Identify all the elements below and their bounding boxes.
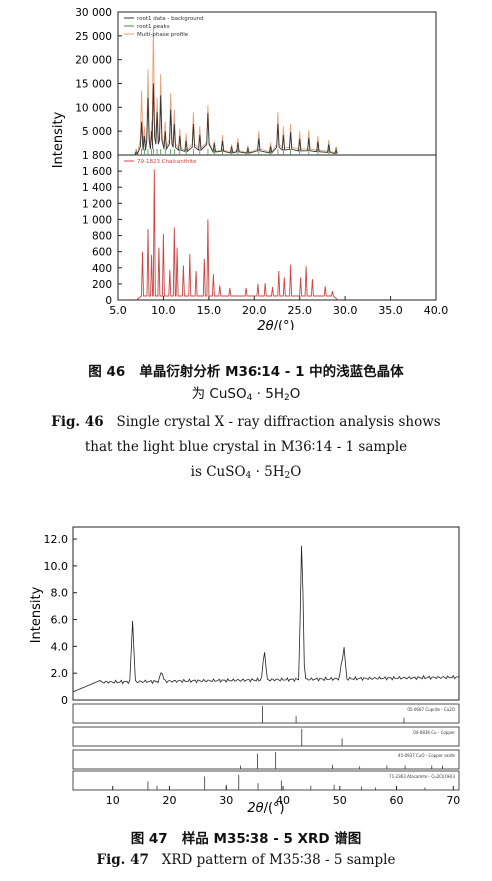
y-tick-label: 600	[92, 247, 112, 259]
fig47-ref-panel-4b	[72, 770, 460, 791]
x-tick-label: 30	[219, 794, 233, 807]
y-tick-label: 0	[61, 694, 68, 707]
reference-profile	[135, 169, 339, 301]
x-tick-label: 10	[106, 794, 120, 807]
y-tick-label: 200	[92, 279, 112, 291]
x-tick-label: 35.0	[378, 304, 403, 317]
x-tick-label: 10.0	[151, 304, 176, 317]
caption-number: Fig. 47	[96, 852, 149, 868]
x-tick-label: 25.0	[287, 304, 312, 317]
fig47-ref-panel-3	[72, 749, 460, 770]
x-tick-label: 40.0	[424, 304, 449, 317]
y-tick-label: 8.0	[51, 587, 69, 600]
fig46-xlabel: 2θ/(°)	[257, 319, 294, 330]
y-tick-label: 10.0	[44, 560, 69, 573]
y-tick-label: 1 400	[82, 182, 112, 194]
y-tick-label: 0	[105, 295, 112, 307]
fig46-bottom-panel	[117, 154, 437, 301]
caption-text: XRD pattern of M35∶38 - 5 sample	[161, 852, 396, 868]
fig46-legend: root1 data - background root1 peaks Mult…	[124, 16, 204, 38]
y-tick-label: 25 000	[75, 31, 112, 43]
ref-label: 05-0667 Cuprite - Cu2O	[407, 707, 455, 712]
fig47-ref-panel-1	[72, 703, 460, 724]
legend-item: Multi-phase profile	[137, 32, 189, 38]
fig47-main-panel	[72, 526, 460, 701]
x-tick-label: 5.0	[109, 304, 127, 317]
xrd-pattern-line	[72, 545, 460, 693]
caption-sub: 2	[284, 471, 291, 481]
ref-label: 71-2363 Atacamite - Cu2Cl(OH)3	[389, 774, 455, 779]
caption-number: 图 47	[130, 831, 168, 847]
y-tick-label: 15 000	[75, 79, 112, 91]
x-tick-label: 20.0	[242, 304, 267, 317]
x-tick-label: 60	[390, 794, 404, 807]
y-tick-label: 1 800	[82, 150, 112, 162]
fig46-ylabel: Intensity	[51, 111, 66, 168]
caption-text: Single crystal X - ray diffraction analy…	[116, 414, 441, 430]
caption-sub: 2	[283, 393, 290, 403]
fig46-caption-en-3: is CuSO4 · 5H2O	[0, 464, 492, 481]
caption-text: O	[290, 464, 302, 480]
fig46-caption-cn: 图 46 单晶衍射分析 M36∶14 - 1 中的浅蓝色晶体	[0, 360, 492, 380]
fig46-chart: Intensity 30 000 25 000 20 000 15 000 10 000…	[51, 7, 449, 330]
legend-item: root1 data - background	[137, 16, 204, 22]
caption-text: · 5H	[252, 386, 284, 402]
fig47-caption-en: Fig. 47 XRD pattern of M35∶38 - 5 sample	[0, 852, 492, 868]
y-tick-label: 20 000	[75, 55, 112, 67]
x-tick-label: 30.0	[333, 304, 358, 317]
caption-text: 单晶衍射分析 M36∶14 - 1 中的浅蓝色晶体	[139, 364, 404, 380]
y-tick-label: 1 000	[82, 214, 112, 226]
y-tick-label: 6.0	[51, 614, 69, 627]
caption-number: 图 46	[88, 364, 126, 380]
y-tick-label: 2.0	[51, 667, 69, 680]
y-tick-label: 1 200	[82, 198, 112, 210]
caption-text: 为 CuSO	[191, 386, 247, 402]
y-tick-label: 5 000	[82, 126, 112, 138]
y-tick-label: 800	[92, 231, 112, 243]
x-tick-label: 70	[446, 794, 460, 807]
fig47-xlabel: 2θ/(°)	[247, 801, 284, 815]
x-tick-label: 15.0	[197, 304, 222, 317]
caption-text: that the light blue crystal in M36∶14 - …	[84, 439, 408, 455]
ref-label: 04-0836 Cu - Copper	[413, 730, 455, 735]
fig47-ylabel: Intensity	[29, 586, 44, 643]
fig46-caption-en: Fig. 46 Single crystal X - ray diffracti…	[0, 414, 492, 430]
caption-sub: 4	[246, 393, 253, 403]
x-tick-label: 20	[163, 794, 177, 807]
caption-text: 样品 M35∶38 - 5 XRD 谱图	[181, 831, 362, 847]
y-tick-label: 4.0	[51, 640, 69, 653]
fig47-ref-panel-2	[72, 726, 460, 747]
y-tick-label: 1 600	[82, 166, 112, 178]
y-tick-label: 400	[92, 263, 112, 275]
series-line	[134, 83, 338, 156]
caption-text: is CuSO	[190, 464, 246, 480]
x-tick-label: 50	[333, 794, 347, 807]
fig47-chart: Intensity 12.0 10.0 8.0 6.0 4.0 2.0 0 05-0667 …	[29, 526, 460, 815]
y-tick-label: 12.0	[44, 533, 69, 546]
fig46-ref-legend: 79-1823 Chalcanthite	[124, 159, 197, 165]
y-tick-label: 30 000	[75, 7, 112, 19]
x-tick-label: 40	[276, 794, 290, 807]
y-tick-label: 10 000	[75, 102, 112, 114]
ref-label: 79-1823 Chalcanthite	[137, 159, 197, 165]
fig46-caption-en-2: that the light blue crystal in M36∶14 - …	[0, 439, 492, 455]
caption-text: O	[289, 386, 301, 402]
caption-number: Fig. 46	[51, 414, 104, 430]
caption-sub: 4	[245, 471, 252, 481]
fig47-caption-cn: 图 47 样品 M35∶38 - 5 XRD 谱图	[0, 827, 492, 847]
legend-item: root1 peaks	[137, 24, 170, 30]
fig46-caption-cn-2: 为 CuSO4 · 5H2O	[0, 382, 492, 403]
caption-text: · 5H	[251, 464, 285, 480]
ref-label: 45-0937 CuO - Copper oxide	[398, 753, 455, 758]
